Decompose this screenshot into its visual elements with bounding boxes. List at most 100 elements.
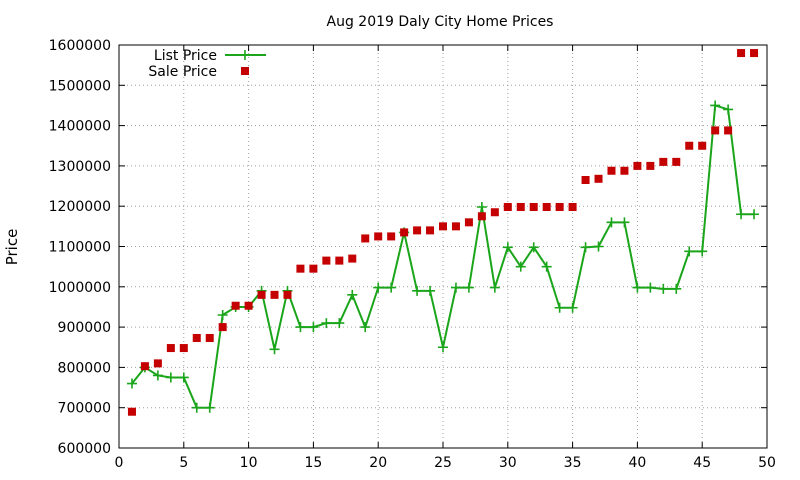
sale-price-point <box>153 359 162 368</box>
list-price-line <box>131 104 755 409</box>
list-price-point <box>334 318 345 329</box>
list-price-point <box>360 322 371 333</box>
x-tick-label: 25 <box>434 455 452 471</box>
list-price-point <box>606 217 617 228</box>
sale-price-point <box>750 49 759 58</box>
list-price-point <box>217 310 228 321</box>
sale-price-point <box>477 212 486 221</box>
list-price-point <box>386 282 397 293</box>
list-price-point <box>321 318 332 329</box>
axis-ticks <box>118 44 768 449</box>
sale-price-point <box>439 222 447 231</box>
y-tick-label: 1300000 <box>49 159 111 175</box>
list-price-point <box>178 372 189 383</box>
list-price-point <box>554 302 565 313</box>
list-price-point <box>269 344 280 355</box>
plot-frame <box>118 44 768 449</box>
sale-price-point <box>698 141 707 150</box>
list-price-point <box>126 378 137 389</box>
x-tick-label: 30 <box>499 455 517 471</box>
sale-price-point <box>270 290 279 299</box>
y-tick-label: 600000 <box>58 441 111 457</box>
sale-price-point <box>348 254 357 263</box>
x-tick-label: 10 <box>240 455 258 471</box>
sale-price-point <box>646 161 655 170</box>
sale-price-point <box>490 208 499 217</box>
sale-price-point <box>620 166 629 175</box>
x-tick-label: 20 <box>369 455 387 471</box>
sale-price-point <box>555 203 564 212</box>
sale-price-point <box>309 264 318 273</box>
sale-price-point <box>426 226 435 235</box>
list-price-point <box>515 261 526 272</box>
sale-price-point <box>451 222 460 231</box>
y-axis-label: Price <box>3 229 21 266</box>
tick-labels: 0 5 10 15 20 25 30 35 40 45 50 600000 700000 800000 90… <box>49 38 776 471</box>
y-tick-label: 1400000 <box>49 119 111 135</box>
list-price-point <box>295 322 306 333</box>
list-price-point <box>412 285 423 296</box>
y-tick-label: 800000 <box>58 360 111 376</box>
series-layer <box>126 49 760 416</box>
list-price-point <box>373 282 384 293</box>
list-price-point <box>580 242 591 253</box>
list-price-point <box>645 282 656 293</box>
sale-price-point <box>400 228 409 237</box>
x-tick-label: 5 <box>179 455 188 471</box>
sale-price-point <box>205 333 214 342</box>
list-price-point <box>425 285 436 296</box>
sale-price-point <box>516 203 525 212</box>
sale-price-point <box>659 157 668 166</box>
sale-price-point <box>244 301 253 310</box>
sale-price-point <box>374 232 383 241</box>
list-price-point <box>736 209 747 220</box>
series-1 <box>127 49 759 416</box>
x-tick-label: 35 <box>564 455 582 471</box>
sale-price-point <box>594 174 603 183</box>
sale-price-point <box>581 176 590 185</box>
list-price-point <box>463 282 474 293</box>
y-tick-label: 1100000 <box>49 240 111 256</box>
sale-price-point <box>361 234 370 243</box>
sale-price-point <box>464 218 473 227</box>
list-price-point <box>450 282 461 293</box>
list-price-point <box>476 202 487 213</box>
sale-price-point <box>633 161 642 170</box>
sale-price-point <box>724 126 733 135</box>
sale-price-point <box>283 290 292 299</box>
sale-price-point <box>296 264 305 273</box>
x-tick-label: 50 <box>758 455 776 471</box>
sale-price-point <box>607 166 616 175</box>
y-tick-label: 700000 <box>58 401 111 417</box>
grid <box>119 45 767 448</box>
x-tick-label: 45 <box>693 455 711 471</box>
list-price-point <box>347 289 358 300</box>
x-tick-label: 0 <box>115 455 124 471</box>
y-tick-label: 900000 <box>58 320 111 336</box>
sale-price-point <box>179 344 188 353</box>
legend-label: Sale Price <box>148 64 217 80</box>
sale-price-point <box>711 126 720 135</box>
sale-price-point <box>542 203 551 212</box>
list-price-point <box>749 209 760 220</box>
list-price-point <box>710 100 721 111</box>
list-price-point <box>489 282 500 293</box>
list-price-point <box>619 217 630 228</box>
sale-price-point <box>231 301 240 310</box>
list-price-point <box>632 282 643 293</box>
list-price-point <box>191 402 202 413</box>
list-price-point <box>165 372 176 383</box>
list-price-point <box>697 246 708 257</box>
list-price-point <box>438 342 448 353</box>
list-price-point <box>528 242 539 253</box>
legend-label: List Price <box>154 48 217 64</box>
list-price-point <box>723 104 734 115</box>
list-price-point <box>593 241 604 252</box>
sale-price-point <box>529 203 538 212</box>
x-tick-label: 15 <box>304 455 322 471</box>
x-tick-label: 40 <box>628 455 646 471</box>
sale-price-point <box>192 333 201 342</box>
sale-price-point <box>503 203 512 212</box>
sale-price-point <box>140 362 149 371</box>
